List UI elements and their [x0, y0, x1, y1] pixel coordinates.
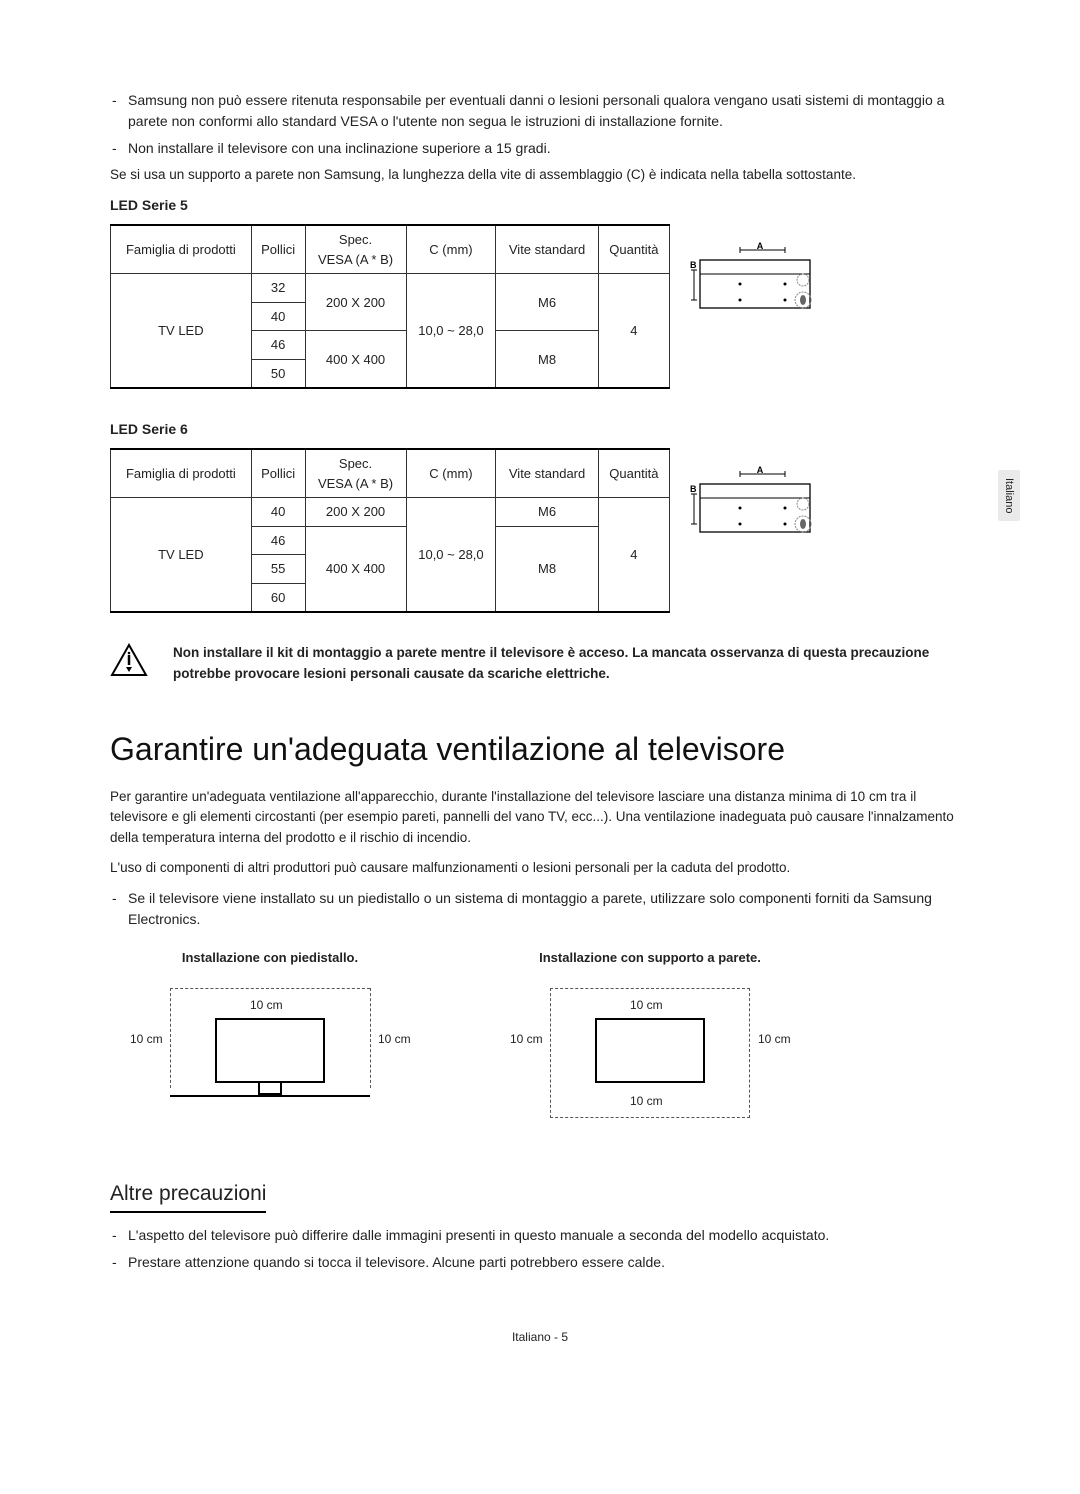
bullet-text: Se il televisore viene installato su un … — [128, 890, 932, 927]
cell-inch: 50 — [251, 359, 305, 388]
bullet-text: Prestare attenzione quando si tocca il t… — [128, 1254, 665, 1270]
dist-label: 10 cm — [630, 1092, 663, 1110]
list-item: Non installare il televisore con una inc… — [110, 138, 970, 159]
serie5-table-wrap: Famiglia di prodotti Pollici Spec. VESA … — [110, 224, 970, 389]
th-c: C (mm) — [406, 225, 496, 274]
cell-qty: 4 — [598, 498, 669, 613]
ventilation-title: Garantire un'adeguata ventilazione al te… — [110, 725, 970, 773]
cell-c: 10,0 ~ 28,0 — [406, 274, 496, 389]
warning-text: Non installare il kit di montaggio a par… — [173, 643, 970, 685]
dist-label: 10 cm — [378, 1030, 411, 1048]
bullet-text: Non installare il televisore con una inc… — [128, 140, 551, 156]
dist-label: 10 cm — [630, 996, 663, 1014]
ventilation-p1: Per garantire un'adeguata ventilazione a… — [110, 787, 970, 848]
list-item: L'aspetto del televisore può differire d… — [110, 1225, 970, 1246]
list-item: Se il televisore viene installato su un … — [110, 888, 970, 930]
svg-text:B: B — [690, 260, 697, 270]
serie6-table: Famiglia di prodotti Pollici Spec. VESA … — [110, 448, 670, 613]
cell-screw: M8 — [496, 331, 598, 389]
page-footer: Italiano - 5 — [110, 1328, 970, 1346]
language-tab: Italiano — [998, 470, 1021, 521]
other-precautions-title: Altre precauzioni — [110, 1178, 266, 1214]
bullet-text: Samsung non può essere ritenuta responsa… — [128, 92, 944, 129]
th-family: Famiglia di prodotti — [111, 449, 252, 498]
install-wall-block: Installazione con supporto a parete. 10 … — [510, 948, 790, 1128]
svg-text:B: B — [690, 484, 697, 494]
vesa-diagram-icon: A B — [690, 242, 825, 322]
cell-qty: 4 — [598, 274, 669, 389]
cell-product: TV LED — [111, 274, 252, 389]
install-pedestal-diagram: 10 cm 10 cm 10 cm — [130, 978, 410, 1128]
dist-label: 10 cm — [510, 1030, 543, 1048]
install-pedestal-block: Installazione con piedistallo. 10 cm 10 … — [130, 948, 410, 1128]
cell-inch: 32 — [251, 274, 305, 303]
install-wall-diagram: 10 cm 10 cm 10 cm 10 cm — [510, 978, 790, 1128]
cell-inch: 60 — [251, 583, 305, 612]
dist-label: 10 cm — [250, 996, 283, 1014]
cell-product: TV LED — [111, 498, 252, 613]
list-item: Samsung non può essere ritenuta responsa… — [110, 90, 970, 132]
serie5-table: Famiglia di prodotti Pollici Spec. VESA … — [110, 224, 670, 389]
install-diagrams-row: Installazione con piedistallo. 10 cm 10 … — [130, 948, 970, 1128]
top-bullet-list: Samsung non può essere ritenuta responsa… — [110, 90, 970, 159]
warning-block: Non installare il kit di montaggio a par… — [110, 643, 970, 685]
th-screw: Vite standard — [496, 225, 598, 274]
th-qty: Quantità — [598, 225, 669, 274]
cell-screw: M6 — [496, 274, 598, 331]
serie6-table-wrap: Famiglia di prodotti Pollici Spec. VESA … — [110, 448, 970, 613]
cell-vesa: 400 X 400 — [305, 331, 406, 389]
cell-inch: 46 — [251, 526, 305, 555]
install-wall-title: Installazione con supporto a parete. — [510, 948, 790, 968]
cell-c: 10,0 ~ 28,0 — [406, 498, 496, 613]
series-5-label: LED Serie 5 — [110, 195, 970, 216]
ventilation-p2: L'uso di componenti di altri produttori … — [110, 858, 970, 878]
bullet-text: L'aspetto del televisore può differire d… — [128, 1227, 829, 1243]
th-vesa: Spec. VESA (A * B) — [305, 225, 406, 274]
cell-vesa: 200 X 200 — [305, 274, 406, 331]
cell-inch: 40 — [251, 498, 305, 527]
svg-text:A: A — [757, 242, 764, 251]
cell-screw: M6 — [496, 498, 598, 527]
other-bullet-list: L'aspetto del televisore può differire d… — [110, 1225, 970, 1273]
vesa-diagram-icon: A B — [690, 466, 825, 546]
cell-vesa: 400 X 400 — [305, 526, 406, 612]
list-item: Prestare attenzione quando si tocca il t… — [110, 1252, 970, 1273]
svg-text:A: A — [757, 466, 764, 475]
warning-triangle-icon — [110, 643, 148, 677]
dist-label: 10 cm — [758, 1030, 791, 1048]
th-family: Famiglia di prodotti — [111, 225, 252, 274]
cell-vesa: 200 X 200 — [305, 498, 406, 527]
ventilation-bullets: Se il televisore viene installato su un … — [110, 888, 970, 930]
cell-inch: 46 — [251, 331, 305, 360]
install-pedestal-title: Installazione con piedistallo. — [130, 948, 410, 968]
support-note: Se si usa un supporto a parete non Samsu… — [110, 165, 970, 185]
cell-inch: 55 — [251, 555, 305, 584]
dist-label: 10 cm — [130, 1030, 163, 1048]
th-inches: Pollici — [251, 449, 305, 498]
th-screw: Vite standard — [496, 449, 598, 498]
th-vesa: Spec. VESA (A * B) — [305, 449, 406, 498]
series-6-label: LED Serie 6 — [110, 419, 970, 440]
th-qty: Quantità — [598, 449, 669, 498]
th-inches: Pollici — [251, 225, 305, 274]
cell-inch: 40 — [251, 302, 305, 331]
th-c: C (mm) — [406, 449, 496, 498]
cell-screw: M8 — [496, 526, 598, 612]
